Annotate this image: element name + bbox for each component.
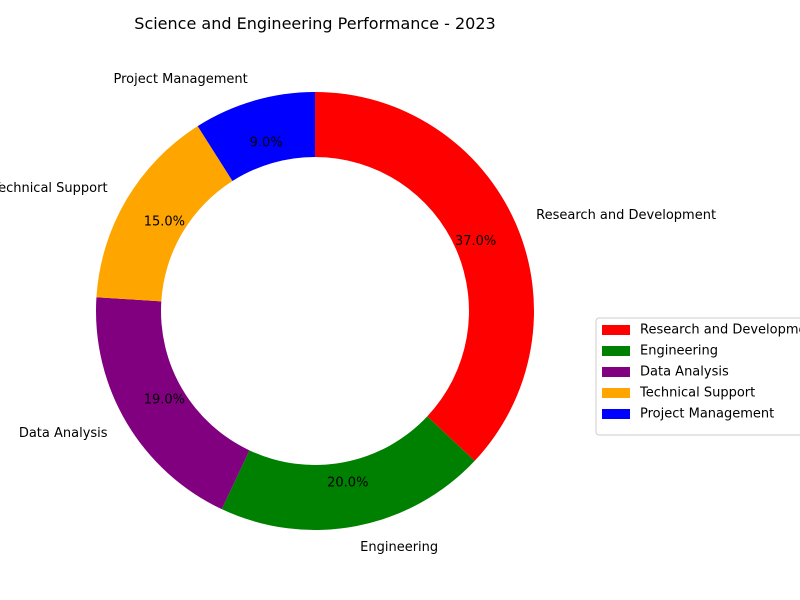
legend-label-engineering: Engineering [640,344,718,359]
slices-group [96,92,534,530]
percent-label-technical-support: 15.0% [144,214,185,229]
legend-label-data-analysis: Data Analysis [640,365,729,380]
legend-swatch-project-management [602,409,630,419]
percent-label-research-and-development: 37.0% [455,234,496,249]
category-label-project-management: Project Management [114,72,248,87]
category-label-research-and-development: Research and Development [536,208,716,223]
legend-swatch-data-analysis [602,367,630,377]
percent-label-data-analysis: 19.0% [144,393,185,408]
percent-label-engineering: 20.0% [327,475,368,490]
slice-engineering [221,416,475,530]
slice-project-management [197,92,315,181]
legend-label-project-management: Project Management [640,407,774,422]
legend-swatch-technical-support [602,388,630,398]
legend-label-technical-support: Technical Support [639,386,755,401]
legend-swatch-research-and-development [602,325,630,335]
legend-label-research-and-development: Research and Development [640,323,800,338]
category-label-engineering: Engineering [360,540,438,555]
slice-technical-support [96,126,233,302]
legend: Research and Development Engineering Data … [595,317,800,436]
category-label-data-analysis: Data Analysis [19,426,108,441]
legend-frame [595,317,800,436]
percent-label-project-management: 9.0% [250,135,283,150]
slice-data-analysis [96,297,250,510]
category-label-technical-support: Technical Support [0,181,108,196]
category-labels-group: Research and Development Engineering Data … [0,72,716,555]
slice-research-and-development [315,92,534,461]
legend-swatch-engineering [602,346,630,356]
chart-title: Science and Engineering Performance - 20… [134,14,495,33]
percent-labels-group: 37.0% 20.0% 19.0% 15.0% 9.0% [144,135,497,490]
